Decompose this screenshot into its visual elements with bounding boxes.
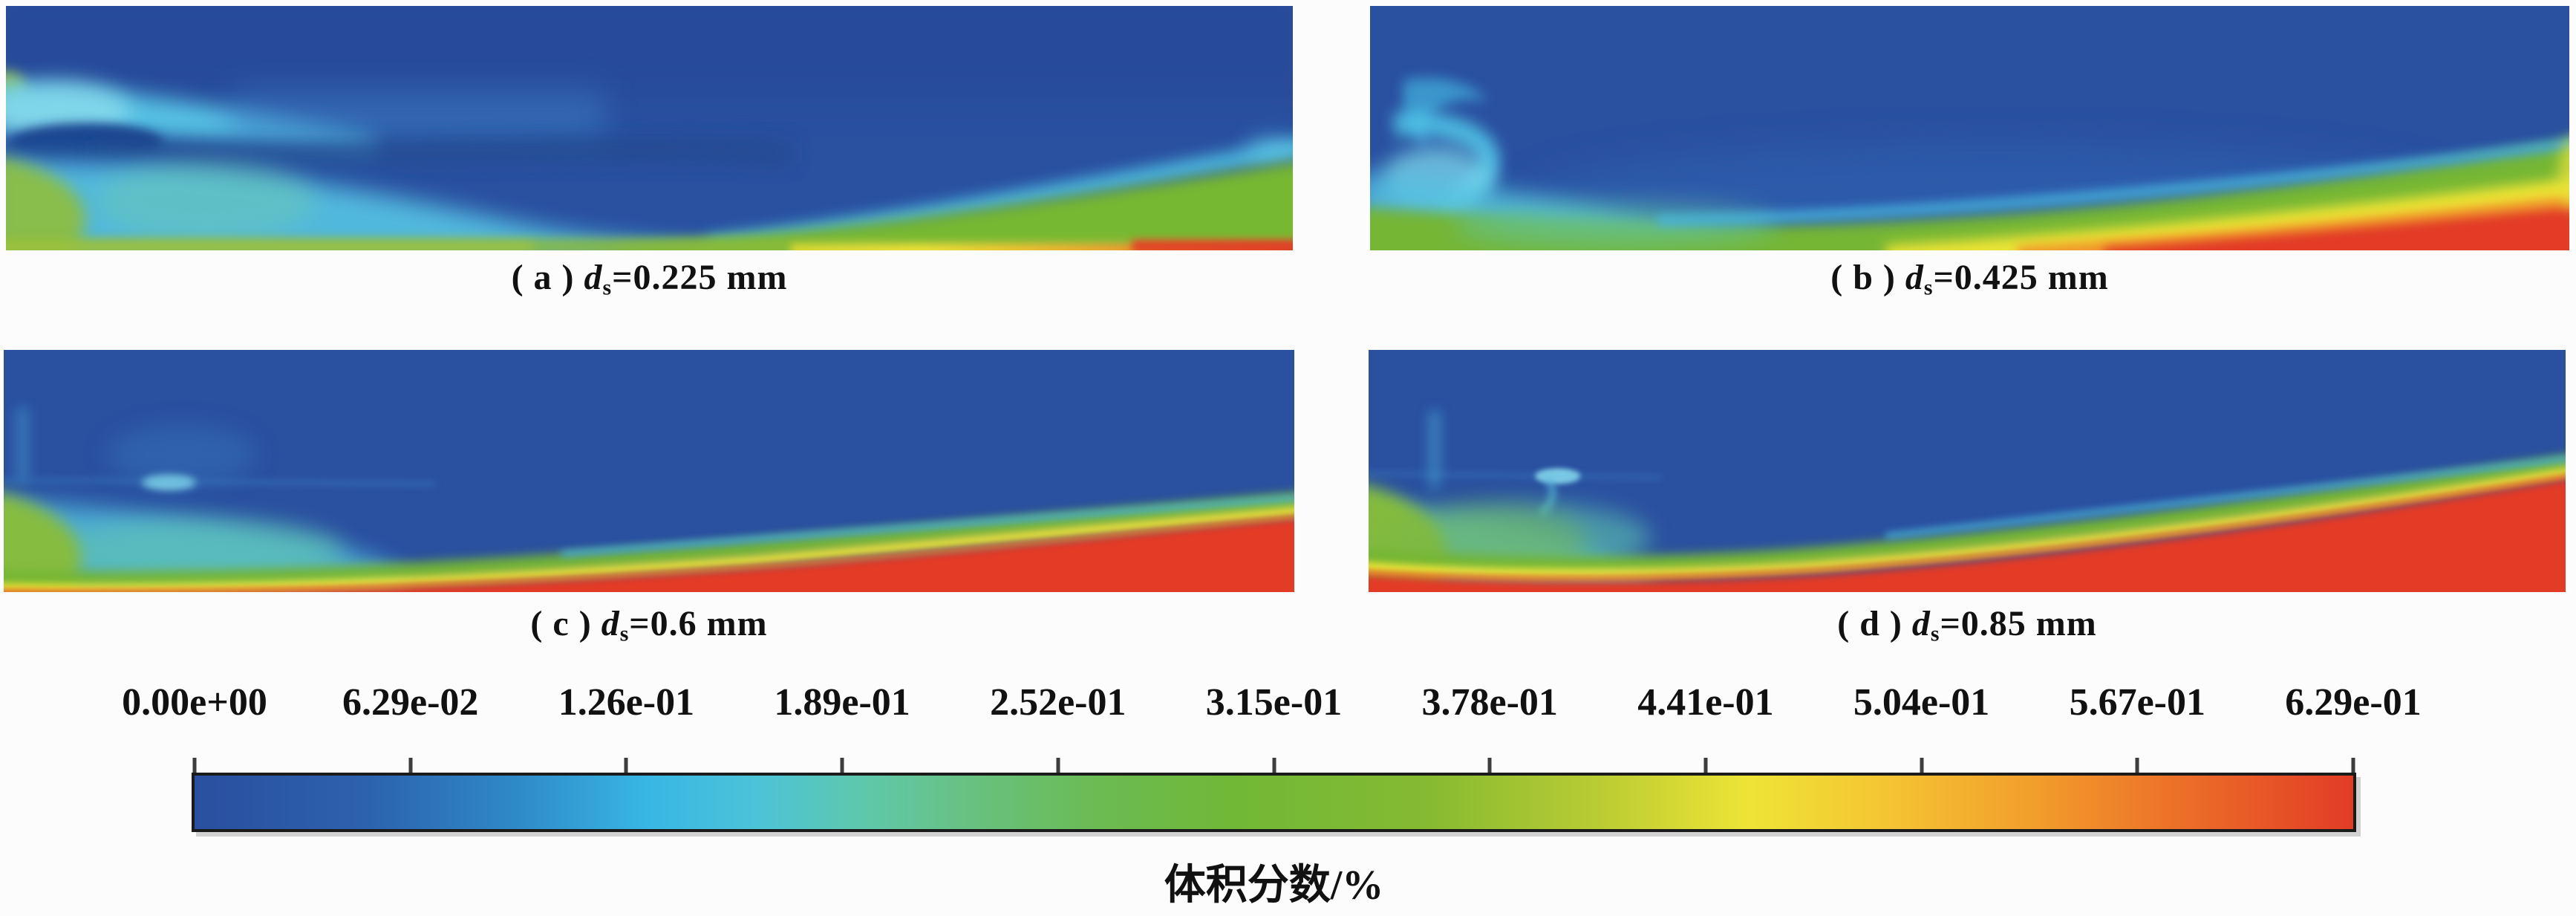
contour-plot-a [6,6,1293,250]
caption-subscript: s [1923,275,1934,300]
colorbar-tick-mark [1056,758,1060,774]
colorbar-tick-label: 6.29e-02 [342,681,479,724]
caption-subscript: s [619,621,630,646]
panel-caption-a: ( a ) ds=0.225 mm [6,257,1293,300]
caption-value: =0.425 mm [1933,258,2109,297]
colorbar-tick-label: 0.00e+00 [122,681,267,724]
panel-caption-b: ( b ) ds=0.425 mm [1370,257,2569,300]
caption-variable: d [1905,258,1924,297]
colorbar-gradient-bar [192,773,2356,832]
caption-subscript: s [602,275,613,300]
colorbar-tick-label: 2.52e-01 [990,681,1126,724]
colorbar-tick-mark [1487,758,1492,774]
panel-caption-c: ( c ) ds=0.6 mm [4,603,1294,646]
caption-paren: ( a ) [511,258,575,297]
colorbar-tick-mark [1703,758,1708,774]
caption-paren: ( c ) [530,604,592,643]
contour-panel-c [4,350,1294,592]
caption-variable: d [584,258,603,297]
colorbar-tick-label: 1.89e-01 [774,681,910,724]
caption-value: =0.6 mm [629,604,768,643]
colorbar-tick-mark [1272,758,1276,774]
colorbar-tick-mark [1920,758,1924,774]
caption-paren: ( b ) [1830,258,1896,297]
contour-plot-b [1370,6,2569,250]
colorbar-axis-title: 体积分数/% [1164,863,1384,909]
caption-paren: ( d ) [1837,604,1902,643]
caption-variable: d [601,604,620,643]
colorbar-tick-mark [2135,758,2139,774]
colorbar-tick-mark [192,758,197,774]
colorbar-tick-label: 5.67e-01 [2069,681,2205,724]
contour-panel-a [6,6,1293,250]
caption-value: =0.225 mm [612,258,788,297]
panel-caption-d: ( d ) ds=0.85 mm [1369,603,2566,646]
colorbar-tick-mark [624,758,628,774]
caption-value: =0.85 mm [1940,604,2097,643]
colorbar-tick-label: 3.78e-01 [1421,681,1558,724]
colorbar-tick-label: 6.29e-01 [2285,681,2422,724]
caption-variable: d [1911,604,1931,643]
contour-panel-b [1370,6,2569,250]
colorbar-tick-label: 5.04e-01 [1853,681,1990,724]
contour-plot-d [1369,350,2566,592]
contour-panel-d [1369,350,2566,592]
colorbar-tick-label: 4.41e-01 [1637,681,1774,724]
colorbar-tick-label: 3.15e-01 [1205,681,1343,724]
colorbar-tick-label: 1.26e-01 [558,681,695,724]
colorbar: 0.00e+00 6.29e-02 1.26e-01 1.89e-01 2.52… [122,680,2422,837]
colorbar-tick-mark [408,758,413,774]
caption-subscript: s [1930,621,1940,646]
colorbar-tick-mark [2351,758,2355,774]
contour-plot-c [4,350,1294,592]
colorbar-tick-mark [840,758,844,774]
